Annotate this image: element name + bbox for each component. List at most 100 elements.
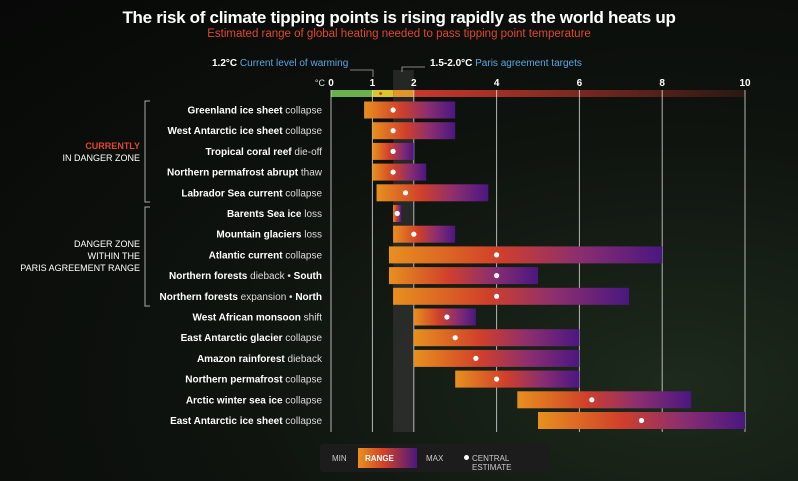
row-label: West Antarctic ice sheet collapse — [167, 126, 322, 137]
row-label-rest: loss — [301, 230, 322, 241]
tick-label: 6 — [577, 78, 583, 89]
row-label-bold: Northern forests — [169, 271, 248, 282]
chart-title: The risk of climate tipping points is ri… — [122, 8, 676, 27]
row-label-rest: collapse — [283, 126, 323, 137]
central-estimate-dot — [452, 335, 458, 341]
group-label-currently: CURRENTLY IN DANGER ZONE — [62, 140, 140, 164]
paris-annotation: 1.5-2.0°C Paris agreement targets — [430, 58, 582, 69]
group-line: DANGER ZONE — [73, 239, 140, 249]
row-label-bold: Mountain glaciers — [216, 230, 301, 241]
current-warming-text: Current level of warming — [239, 58, 349, 69]
row-label-rest: collapse — [283, 188, 323, 199]
row-label-bold: Arctic winter sea ice — [186, 395, 283, 406]
row-label-rest: dieback • — [247, 271, 293, 282]
range-bar — [388, 246, 663, 264]
row-label-rest: thaw — [298, 168, 323, 179]
central-estimate-dot — [473, 355, 479, 361]
central-estimate-dot — [589, 397, 595, 403]
group-line: PARIS AGREEMENT RANGE — [20, 263, 140, 273]
central-estimate-dot — [638, 417, 645, 424]
row-label-bold: Barents Sea ice — [227, 209, 302, 220]
central-estimate-dot — [411, 231, 417, 237]
row-label-rest: collapse — [283, 416, 323, 427]
row-label-rest: expansion • — [238, 292, 295, 303]
legend-max: MAX — [426, 454, 444, 463]
tick-label: 4 — [494, 78, 500, 89]
row-label-rest: collapse — [283, 375, 323, 386]
row-label-bold2: South — [294, 271, 322, 282]
range-bar — [393, 287, 630, 305]
range-bar — [376, 184, 489, 202]
central-estimate-dot — [390, 148, 396, 154]
row-label: Labrador Sea current collapse — [181, 188, 322, 199]
row-label-rest: collapse — [283, 333, 323, 344]
group-line: WITHIN THE — [87, 251, 140, 261]
row-label-rest: collapse — [283, 106, 323, 117]
tick-label: 2 — [411, 78, 417, 89]
range-bar — [364, 101, 456, 119]
legend: MIN RANGE MAX CENTRAL ESTIMATE — [320, 444, 550, 472]
row-label: Barents Sea ice loss — [227, 209, 322, 220]
range-bar — [413, 349, 580, 367]
central-estimate-dot — [494, 273, 500, 279]
scale-orange — [393, 90, 414, 97]
row-label-bold: East Antarctic ice sheet — [170, 416, 283, 427]
current-warming-value: 1.2°C — [212, 58, 238, 69]
row-label: Northern forests expansion • North — [160, 292, 322, 303]
row-label: Amazon rainforest dieback — [197, 354, 323, 365]
legend-dot-icon — [464, 455, 469, 460]
row-label-bold: East Antarctic glacier — [181, 333, 283, 344]
range-bar — [517, 391, 692, 409]
scale-yellow — [372, 90, 394, 97]
legend-range: RANGE — [365, 454, 394, 463]
axis-unit: °C — [315, 78, 326, 88]
row-label: West African monsoon shift — [193, 313, 323, 324]
range-bar — [393, 225, 456, 243]
row-label: Northern permafrost abrupt thaw — [167, 168, 323, 179]
row-label-bold: Northern permafrost abrupt — [167, 168, 299, 179]
legend-central: CENTRAL ESTIMATE — [472, 454, 512, 472]
row-label-bold: Atlantic current — [209, 250, 284, 261]
current-warming-annotation: 1.2°C Current level of warming — [212, 58, 348, 69]
range-bar — [413, 329, 580, 347]
range-bar — [388, 267, 538, 285]
paris-value: 1.5-2.0°C — [430, 58, 473, 69]
range-bar — [372, 122, 456, 140]
current-warming-marker — [379, 92, 383, 95]
row-label: Atlantic current collapse — [209, 250, 323, 261]
chart-subtitle: Estimated range of global heating needed… — [207, 28, 591, 40]
central-estimate-dot — [402, 190, 409, 196]
tick-label: 8 — [659, 78, 665, 89]
central-estimate-dot — [390, 169, 396, 175]
row-label: Mountain glaciers loss — [216, 230, 322, 241]
central-estimate-dot — [444, 314, 450, 320]
central-estimate-dot — [390, 107, 396, 113]
tick-label: 0 — [328, 78, 334, 89]
row-label-bold: Amazon rainforest — [197, 354, 285, 365]
tick-label: 10 — [739, 78, 751, 89]
row-label: Arctic winter sea ice collapse — [186, 395, 323, 406]
paris-text: Paris agreement targets — [475, 58, 582, 69]
row-label-rest: loss — [301, 209, 322, 220]
row-label-rest: shift — [301, 313, 322, 324]
group-brackets — [144, 66, 425, 307]
row-label-rest: dieback — [285, 354, 323, 365]
group-line: CURRENTLY — [85, 141, 140, 151]
central-estimate-dot — [494, 252, 500, 258]
central-estimate-dot — [494, 376, 500, 382]
row-label: East Antarctic ice sheet collapse — [170, 416, 322, 427]
row-label: Tropical coral reef die-off — [205, 147, 322, 158]
row-label-bold2: North — [295, 292, 322, 303]
row-label-bold: West African monsoon — [193, 313, 301, 324]
range-bar — [372, 163, 427, 181]
row-label-bold: Greenland ice sheet — [187, 106, 283, 117]
row-label-bold: West Antarctic ice sheet — [167, 126, 283, 137]
row-label: Greenland ice sheet collapse — [187, 106, 322, 117]
group-label-paris: DANGER ZONE WITHIN THE PARIS AGREEMENT R… — [20, 238, 140, 274]
row-label-bold: Labrador Sea current — [181, 188, 283, 199]
row-label-bold: Northern forests — [160, 292, 239, 303]
row-label: Northern forests dieback • South — [169, 271, 322, 282]
scale-green — [331, 90, 373, 97]
central-estimate-dot — [494, 293, 500, 299]
row-label: Northern permafrost collapse — [185, 375, 322, 386]
